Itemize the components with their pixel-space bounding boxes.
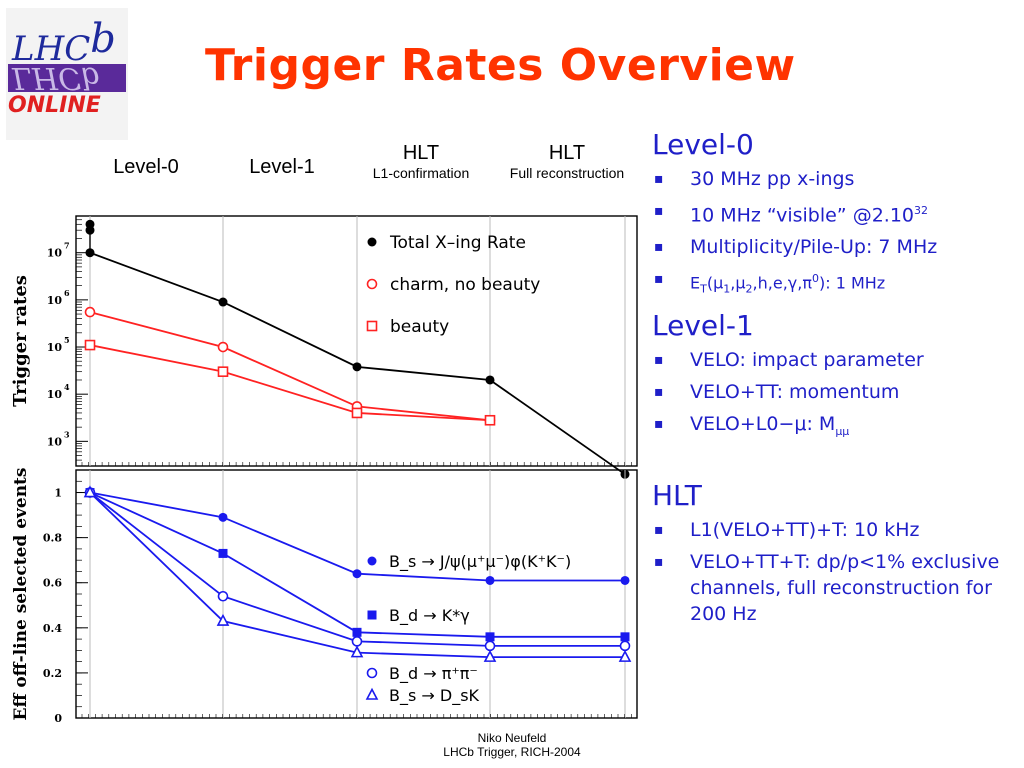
bullet-panel: Level-0 30 MHz pp x-ings 10 MHz “visible… <box>652 128 1024 633</box>
legend-label: charm, no beauty <box>390 275 540 295</box>
y-tick-exponent: 5 <box>64 335 70 345</box>
stage-label: HLT <box>548 142 586 164</box>
y-tick-label: 0.2 <box>43 667 62 680</box>
data-point <box>85 225 95 235</box>
heading-hlt: HLT <box>652 478 702 512</box>
stage-level0: Level-0 <box>100 156 192 178</box>
logo-band <box>8 64 126 92</box>
y-axis-label: Trigger rates <box>10 275 31 407</box>
stage-level1: Level-1 <box>236 156 328 178</box>
footer-author: Niko Neufeld <box>477 731 547 745</box>
legend-label: beauty <box>390 317 449 337</box>
data-point <box>217 366 229 377</box>
y-tick-label: 0 <box>54 712 62 725</box>
y-tick-exponent: 7 <box>64 241 70 251</box>
stage-hlt-l1: HLT L1-confirmation <box>356 142 486 182</box>
data-point <box>485 575 495 585</box>
y-tick-label: 10 <box>47 341 63 354</box>
data-point <box>351 636 363 647</box>
data-point <box>218 512 228 522</box>
data-point <box>351 407 363 419</box>
data-point <box>217 341 229 353</box>
legend-marker <box>366 278 378 290</box>
series-line <box>89 311 491 422</box>
data-point <box>484 640 496 652</box>
legend-label: B_d → K*γ <box>389 606 470 626</box>
list-item: 30 MHz pp x-ings <box>652 166 1024 192</box>
list-item: VELO+TT+T: dp/p<1% exclusive channels, f… <box>652 549 1024 627</box>
legend-label: B_s → J/ψ(μ⁺μ⁻)φ(K⁺K⁻) <box>389 552 571 572</box>
y-axis-label: Eff off-line selected events <box>11 468 31 721</box>
data-point <box>83 485 97 498</box>
list-item: 10 MHz “visible” @2.1032 <box>652 198 1024 228</box>
y-tick-label: 10 <box>47 388 63 401</box>
stage-sublabel: Full reconstruction <box>509 165 625 181</box>
stage-label: Level-1 <box>249 156 315 178</box>
list-item: Multiplicity/Pile-Up: 7 MHz <box>652 234 1024 260</box>
y-tick-exponent: 4 <box>64 382 70 392</box>
y-tick-label: 10 <box>47 294 63 307</box>
data-point <box>352 362 362 372</box>
list-item: L1(VELO+TT)+T: 10 kHz <box>652 517 1024 543</box>
data-point <box>218 548 228 558</box>
y-tick-label: 0.6 <box>43 577 62 590</box>
legend-label: B_d → π⁺π⁻ <box>389 664 478 684</box>
data-point <box>85 248 95 258</box>
footer-event: LHCb Trigger, RICH-2004 <box>443 745 581 759</box>
stage-sublabel: L1-confirmation <box>372 165 470 181</box>
stage-label: HLT <box>402 142 440 164</box>
stage-label: Level-0 <box>113 156 179 178</box>
data-point <box>84 306 96 318</box>
heading-level0: Level-0 <box>652 128 754 161</box>
data-point <box>84 339 96 351</box>
legend-label: B_s → D_sK <box>389 686 480 706</box>
list-item: ET(μ1,μ2,h,e,γ,π0): 1 MHz <box>652 266 1024 303</box>
y-tick-exponent: 6 <box>64 288 70 298</box>
data-point <box>619 640 631 652</box>
series-line <box>89 344 491 422</box>
legend-marker <box>366 320 378 332</box>
heading-level1: Level-1 <box>652 308 754 342</box>
y-tick-label: 10 <box>47 435 63 448</box>
data-point <box>484 414 496 426</box>
logo-graphic: LHCb LHCb ONLINE <box>8 16 126 118</box>
data-point <box>620 632 630 642</box>
data-point <box>352 569 362 579</box>
y-tick-label: 10 <box>47 247 63 260</box>
data-point <box>483 649 497 662</box>
data-point <box>352 627 362 637</box>
data-point <box>217 590 229 602</box>
data-point <box>618 649 632 662</box>
y-tick-exponent: 3 <box>64 429 70 439</box>
logo-mirror-text: LHCb <box>11 60 100 95</box>
lhcb-online-logo: LHCb LHCb ONLINE <box>6 8 128 140</box>
legend-marker <box>367 556 377 566</box>
data-point <box>350 645 364 658</box>
data-point <box>485 375 495 385</box>
data-point <box>216 613 230 626</box>
list-hlt: L1(VELO+TT)+T: 10 kHz VELO+TT+T: dp/p<1%… <box>652 517 1024 627</box>
legend-label: Total X–ing Rate <box>389 233 526 253</box>
data-point <box>218 297 228 307</box>
page-title: Trigger Rates Overview <box>205 40 796 91</box>
list-item: VELO: impact parameter <box>652 347 1024 373</box>
y-tick-label: 0.8 <box>43 532 62 545</box>
list-item: VELO+TT: momentum <box>652 379 1024 405</box>
legend-marker <box>366 667 378 679</box>
data-point <box>620 575 630 585</box>
list-level1: VELO: impact parameter VELO+TT: momentum… <box>652 347 1024 445</box>
list-level0: 30 MHz pp x-ings 10 MHz “visible” @2.103… <box>652 166 1024 303</box>
legend-marker <box>365 687 379 700</box>
legend-marker <box>367 610 377 620</box>
stage-hlt-full: HLT Full reconstruction <box>494 142 640 182</box>
y-tick-label: 0.4 <box>43 622 62 635</box>
data-point <box>485 632 495 642</box>
list-item: VELO+L0−μ: Mμμ <box>652 411 1024 445</box>
y-tick-label: 1 <box>54 487 62 500</box>
legend-marker <box>367 237 377 247</box>
logo-bottom-text: ONLINE <box>8 93 101 118</box>
